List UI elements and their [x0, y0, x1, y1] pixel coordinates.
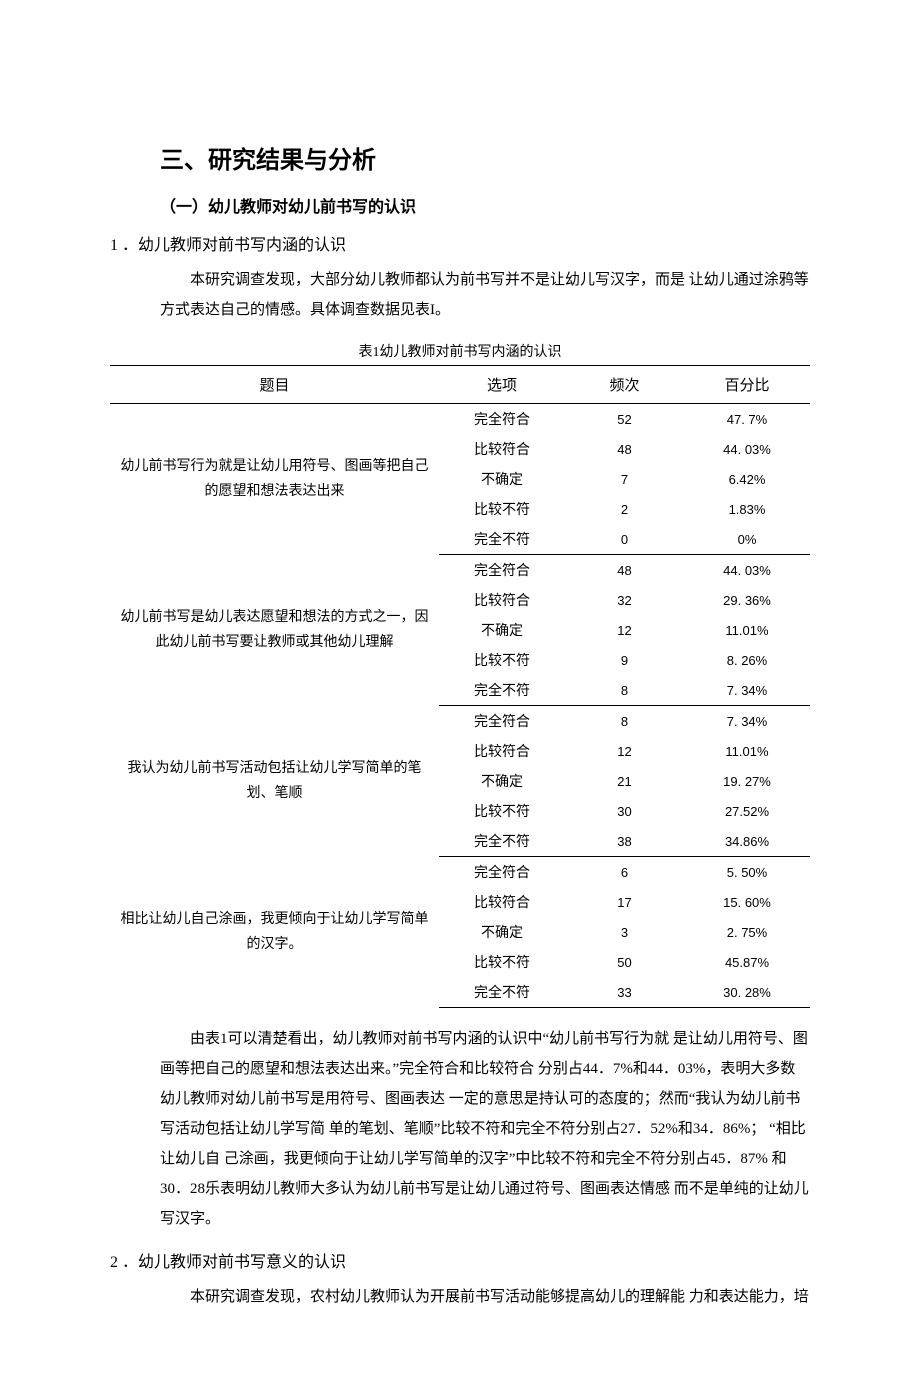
option-cell: 比较不符 [439, 947, 565, 977]
freq-cell: 2 [565, 494, 684, 524]
pct-cell: 0% [684, 524, 810, 555]
option-cell: 完全符合 [439, 857, 565, 888]
pct-cell: 45.87% [684, 947, 810, 977]
freq-cell: 21 [565, 766, 684, 796]
option-cell: 不确定 [439, 917, 565, 947]
pct-cell: 5. 50% [684, 857, 810, 888]
table-row: 幼儿前书写是幼儿表达愿望和想法的方式之一，因此幼儿前书写要让教师或其他幼儿理解完… [110, 555, 810, 586]
table-caption: 表1幼儿教师对前书写内涵的认识 [110, 341, 810, 361]
option-cell: 比较符合 [439, 887, 565, 917]
item-heading-2: 2 ．幼儿教师对前书写意义的认识 [110, 1248, 810, 1272]
pct-cell: 29. 36% [684, 585, 810, 615]
option-cell: 不确定 [439, 464, 565, 494]
pct-cell: 34.86% [684, 826, 810, 857]
th-question: 题目 [110, 366, 439, 404]
freq-cell: 12 [565, 736, 684, 766]
freq-cell: 12 [565, 615, 684, 645]
pct-cell: 11.01% [684, 615, 810, 645]
option-cell: 比较不符 [439, 494, 565, 524]
option-cell: 完全不符 [439, 675, 565, 706]
analysis-paragraph: 由表1可以清楚看出，幼儿教师对前书写内涵的认识中“幼儿前书写行为就 是让幼儿用符… [110, 1024, 810, 1234]
freq-cell: 17 [565, 887, 684, 917]
pct-cell: 2. 75% [684, 917, 810, 947]
pct-cell: 1.83% [684, 494, 810, 524]
freq-cell: 3 [565, 917, 684, 947]
th-option: 选项 [439, 366, 565, 404]
option-cell: 不确定 [439, 766, 565, 796]
th-pct: 百分比 [684, 366, 810, 404]
option-cell: 完全不符 [439, 977, 565, 1008]
pct-cell: 47. 7% [684, 404, 810, 435]
option-cell: 比较符合 [439, 434, 565, 464]
table-header-row: 题目 选项 频次 百分比 [110, 366, 810, 404]
pct-cell: 7. 34% [684, 675, 810, 706]
pct-cell: 7. 34% [684, 706, 810, 737]
option-cell: 完全不符 [439, 524, 565, 555]
table-body: 幼儿前书写行为就是让幼儿用符号、图画等把自己的愿望和想法表达出来完全符合5247… [110, 404, 810, 1008]
question-cell: 我认为幼儿前书写活动包括让幼儿学写简单的笔划、笔顺 [110, 706, 439, 857]
option-cell: 完全符合 [439, 706, 565, 737]
page: 三、研究结果与分析 （一）幼儿教师对幼儿前书写的认识 1 ．幼儿教师对前书写内涵… [0, 0, 920, 1378]
freq-cell: 7 [565, 464, 684, 494]
pct-cell: 8. 26% [684, 645, 810, 675]
table-1: 题目 选项 频次 百分比 幼儿前书写行为就是让幼儿用符号、图画等把自己的愿望和想… [110, 365, 810, 1008]
option-cell: 完全不符 [439, 826, 565, 857]
pct-cell: 27.52% [684, 796, 810, 826]
freq-cell: 48 [565, 555, 684, 586]
freq-cell: 6 [565, 857, 684, 888]
pct-cell: 30. 28% [684, 977, 810, 1008]
pct-cell: 11.01% [684, 736, 810, 766]
item-heading-1: 1 ．幼儿教师对前书写内涵的认识 [110, 231, 810, 255]
option-cell: 完全符合 [439, 555, 565, 586]
intro-paragraph: 本研究调查发现，大部分幼儿教师都认为前书写并不是让幼儿写汉字，而是 让幼儿通过涂… [110, 265, 810, 325]
option-cell: 比较符合 [439, 585, 565, 615]
pct-cell: 15. 60% [684, 887, 810, 917]
freq-cell: 52 [565, 404, 684, 435]
freq-cell: 9 [565, 645, 684, 675]
pct-cell: 19. 27% [684, 766, 810, 796]
freq-cell: 0 [565, 524, 684, 555]
question-cell: 幼儿前书写行为就是让幼儿用符号、图画等把自己的愿望和想法表达出来 [110, 404, 439, 555]
question-cell: 相比让幼儿自己涂画，我更倾向于让幼儿学写简单的汉字。 [110, 857, 439, 1008]
freq-cell: 38 [565, 826, 684, 857]
th-freq: 频次 [565, 366, 684, 404]
freq-cell: 48 [565, 434, 684, 464]
pct-cell: 44. 03% [684, 555, 810, 586]
freq-cell: 8 [565, 706, 684, 737]
table-row: 相比让幼儿自己涂画，我更倾向于让幼儿学写简单的汉字。完全符合65. 50% [110, 857, 810, 888]
freq-cell: 32 [565, 585, 684, 615]
option-cell: 不确定 [439, 615, 565, 645]
table-row: 我认为幼儿前书写活动包括让幼儿学写简单的笔划、笔顺完全符合87. 34% [110, 706, 810, 737]
option-cell: 比较不符 [439, 796, 565, 826]
section-heading: 三、研究结果与分析 [110, 140, 810, 175]
freq-cell: 33 [565, 977, 684, 1008]
freq-cell: 50 [565, 947, 684, 977]
table-row: 幼儿前书写行为就是让幼儿用符号、图画等把自己的愿望和想法表达出来完全符合5247… [110, 404, 810, 435]
next-paragraph: 本研究调查发现，农村幼儿教师认为开展前书写活动能够提高幼儿的理解能 力和表达能力… [110, 1282, 810, 1312]
option-cell: 比较符合 [439, 736, 565, 766]
question-cell: 幼儿前书写是幼儿表达愿望和想法的方式之一，因此幼儿前书写要让教师或其他幼儿理解 [110, 555, 439, 706]
option-cell: 比较不符 [439, 645, 565, 675]
freq-cell: 30 [565, 796, 684, 826]
subsection-heading: （一）幼儿教师对幼儿前书写的认识 [110, 193, 810, 217]
freq-cell: 8 [565, 675, 684, 706]
pct-cell: 6.42% [684, 464, 810, 494]
option-cell: 完全符合 [439, 404, 565, 435]
pct-cell: 44. 03% [684, 434, 810, 464]
